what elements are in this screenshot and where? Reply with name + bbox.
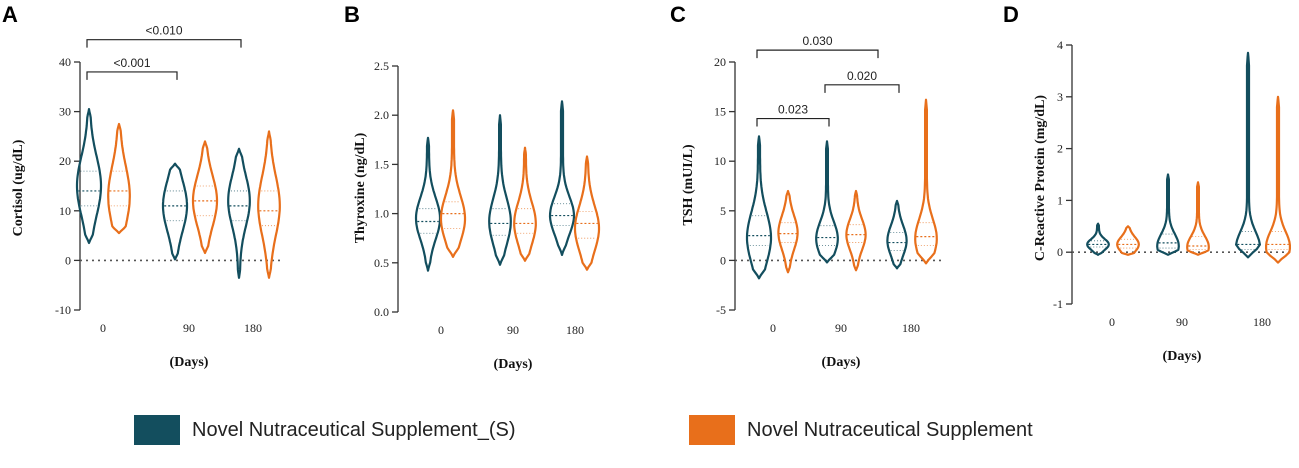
violin bbox=[1156, 173, 1180, 256]
panel-letter: C bbox=[670, 2, 686, 27]
y-tick-label: 10 bbox=[714, 154, 726, 168]
y-tick-label: 0 bbox=[1057, 245, 1063, 259]
x-tick-label: 180 bbox=[244, 321, 262, 335]
violin bbox=[414, 136, 442, 272]
panel-letter: D bbox=[1003, 2, 1019, 27]
violin bbox=[886, 199, 908, 270]
legend: Novel Nutraceutical Supplement_(S) Novel… bbox=[0, 415, 1299, 455]
violin bbox=[745, 135, 773, 280]
y-axis-label: C-Reactive Protein (mg/dL) bbox=[1033, 95, 1048, 261]
x-tick-label: 0 bbox=[1109, 315, 1115, 329]
violin bbox=[1186, 181, 1210, 256]
y-tick-label: 20 bbox=[59, 154, 71, 168]
violin bbox=[914, 98, 938, 265]
legend-item-supplement-s: Novel Nutraceutical Supplement_(S) bbox=[134, 415, 516, 445]
significance-label: 0.020 bbox=[847, 69, 877, 83]
violin bbox=[488, 114, 512, 266]
x-tick-label: 0 bbox=[770, 321, 776, 335]
legend-label-supplement-s: Novel Nutraceutical Supplement_(S) bbox=[192, 418, 516, 441]
significance-label: 0.030 bbox=[802, 34, 832, 48]
y-axis-label: Cortisol (ug/dL) bbox=[11, 139, 26, 236]
panel-a: A -10 0 10 20 30 40 Cortisol (ug/dL) 0 90 180 (Days… bbox=[2, 2, 283, 370]
legend-item-supplement: Novel Nutraceutical Supplement bbox=[689, 415, 1033, 445]
x-axis-label: (Days) bbox=[822, 355, 861, 370]
legend-swatch-supplement-s bbox=[134, 415, 180, 445]
panel-d: D -1 0 1 2 3 4 C-Reactive Protein (mg/dL) 0 90 180… bbox=[1003, 2, 1292, 364]
significance-bracket bbox=[756, 49, 879, 59]
y-tick-label: 5 bbox=[720, 204, 726, 218]
y-tick-label: -5 bbox=[716, 303, 726, 317]
x-axis-label: (Days) bbox=[170, 355, 209, 370]
y-axis-label: Thyroxine (ng/dL) bbox=[353, 132, 368, 243]
y-tick-label: 4 bbox=[1057, 38, 1063, 52]
x-axis-label: (Days) bbox=[494, 357, 533, 372]
y-tick-label: 3 bbox=[1057, 90, 1063, 104]
y-tick-label: -10 bbox=[55, 303, 71, 317]
y-tick-label: 2.5 bbox=[374, 59, 389, 73]
violin bbox=[815, 140, 839, 264]
x-tick-label: 180 bbox=[566, 323, 584, 337]
panel-letter: B bbox=[344, 2, 360, 27]
x-tick-label: 180 bbox=[1253, 315, 1271, 329]
violin bbox=[513, 146, 537, 262]
y-tick-label: 0 bbox=[720, 253, 726, 267]
violin bbox=[1116, 225, 1140, 256]
x-tick-label: 90 bbox=[1176, 315, 1188, 329]
violin bbox=[573, 155, 601, 271]
y-tick-label: 1 bbox=[1057, 193, 1063, 207]
panel-b: B 0.0 0.5 1.0 1.5 2.0 2.5 Thyroxine (ng/dL) 0 90 1… bbox=[344, 2, 601, 372]
y-tick-label: 1.5 bbox=[374, 157, 389, 171]
y-tick-label: 10 bbox=[59, 204, 71, 218]
violin bbox=[227, 147, 251, 279]
panel-letter: A bbox=[2, 2, 18, 27]
violin bbox=[439, 109, 467, 258]
significance-bracket bbox=[824, 84, 900, 93]
x-tick-label: 180 bbox=[902, 321, 920, 335]
y-tick-label: 40 bbox=[59, 55, 71, 69]
y-tick-label: 20 bbox=[714, 55, 726, 69]
violin bbox=[845, 189, 867, 272]
violin bbox=[1235, 51, 1261, 259]
significance-label: <0.010 bbox=[145, 24, 182, 38]
x-tick-label: 0 bbox=[438, 323, 444, 337]
violin bbox=[1086, 222, 1110, 256]
x-tick-label: 90 bbox=[507, 323, 519, 337]
violin bbox=[191, 140, 219, 255]
y-tick-label: 0.0 bbox=[374, 305, 389, 319]
y-tick-label: 2.0 bbox=[374, 108, 389, 122]
significance-bracket bbox=[86, 39, 242, 48]
violin bbox=[777, 189, 799, 274]
y-axis-label: TSH (mUI/L) bbox=[681, 144, 696, 226]
y-tick-label: 15 bbox=[714, 105, 726, 119]
x-tick-label: 90 bbox=[183, 321, 195, 335]
violin bbox=[161, 162, 189, 261]
y-tick-label: 1.0 bbox=[374, 207, 389, 221]
significance-bracket bbox=[86, 71, 178, 80]
violin bbox=[107, 122, 131, 235]
panel-c: C -5 0 5 10 15 20 TSH (mUI/L) 0 90 180 (Days) 0.023 0… bbox=[670, 2, 941, 370]
significance-bracket bbox=[756, 117, 830, 127]
y-tick-label: 0 bbox=[65, 253, 71, 267]
significance-label: <0.001 bbox=[113, 56, 150, 70]
x-tick-label: 0 bbox=[100, 321, 106, 335]
legend-swatch-supplement bbox=[689, 415, 735, 445]
y-tick-label: 30 bbox=[59, 105, 71, 119]
y-tick-label: 2 bbox=[1057, 142, 1063, 156]
x-tick-label: 90 bbox=[835, 321, 847, 335]
violin bbox=[548, 100, 576, 256]
violin bbox=[1265, 95, 1291, 264]
y-tick-label: 0.5 bbox=[374, 256, 389, 270]
significance-label: 0.023 bbox=[778, 103, 808, 117]
x-axis-label: (Days) bbox=[1163, 349, 1202, 364]
violin bbox=[257, 130, 281, 279]
legend-label-supplement: Novel Nutraceutical Supplement bbox=[747, 418, 1033, 441]
violin bbox=[75, 108, 103, 245]
y-tick-label: -1 bbox=[1053, 297, 1063, 311]
